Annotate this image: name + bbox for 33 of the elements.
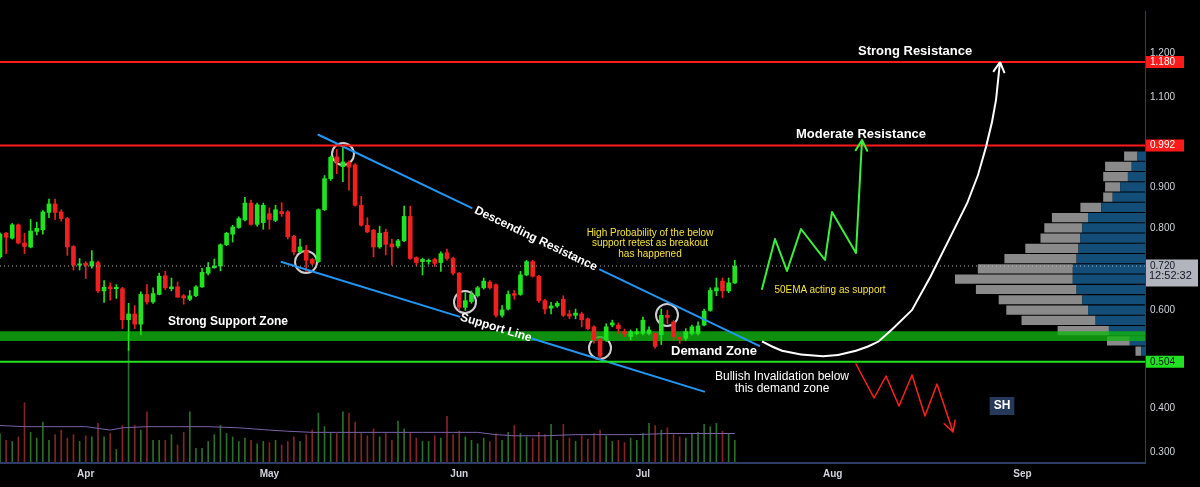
bar (1135, 346, 1142, 356)
y-tick-label: 0.800 (1150, 221, 1176, 233)
annotation: Bullish Invalidation below this demand zone (714, 369, 850, 395)
y-tick-label: 1.100 (1150, 91, 1176, 103)
x-tick-label: Apr (77, 467, 95, 479)
x-tick-label: Aug (823, 467, 843, 479)
band-label: Strong Support Zone (168, 314, 289, 329)
y-tick-label: 0.900 (1150, 180, 1176, 192)
x-tick-label: Jul (635, 467, 651, 479)
candlestick (83, 261, 89, 279)
y-tick-label: 0.300 (1150, 446, 1176, 458)
text: 12:52:32 (1149, 268, 1192, 281)
text: Support Line (458, 309, 534, 345)
candlestick (548, 302, 554, 315)
annotation: 50EMA acting as support (774, 283, 886, 295)
x-tick-label: Sep (1013, 467, 1032, 479)
candlestick (107, 282, 113, 301)
y-tick-label: 0.992 (1150, 139, 1176, 151)
x-tick-label: Jun (450, 467, 469, 479)
y-tick-label: 1.180 (1150, 55, 1176, 67)
x-tick-label: May (259, 467, 280, 479)
y-tick-label: 0.504 (1150, 355, 1176, 367)
y-tick-label: 0.600 (1150, 303, 1176, 315)
ref-line-label: Demand Zone (671, 342, 757, 358)
ref-line-label: Strong Resistance (858, 43, 973, 59)
y-tick-label: 0.720 (1150, 259, 1176, 271)
annotation: SH (993, 398, 1011, 413)
y-tick-label: 1.200 (1150, 46, 1176, 58)
candlestick (3, 232, 9, 254)
candlestick (340, 146, 346, 183)
candlestick (334, 149, 340, 175)
ref-line-label: Moderate Resistance (796, 126, 927, 142)
y-tick-label: 0.400 (1150, 401, 1176, 413)
